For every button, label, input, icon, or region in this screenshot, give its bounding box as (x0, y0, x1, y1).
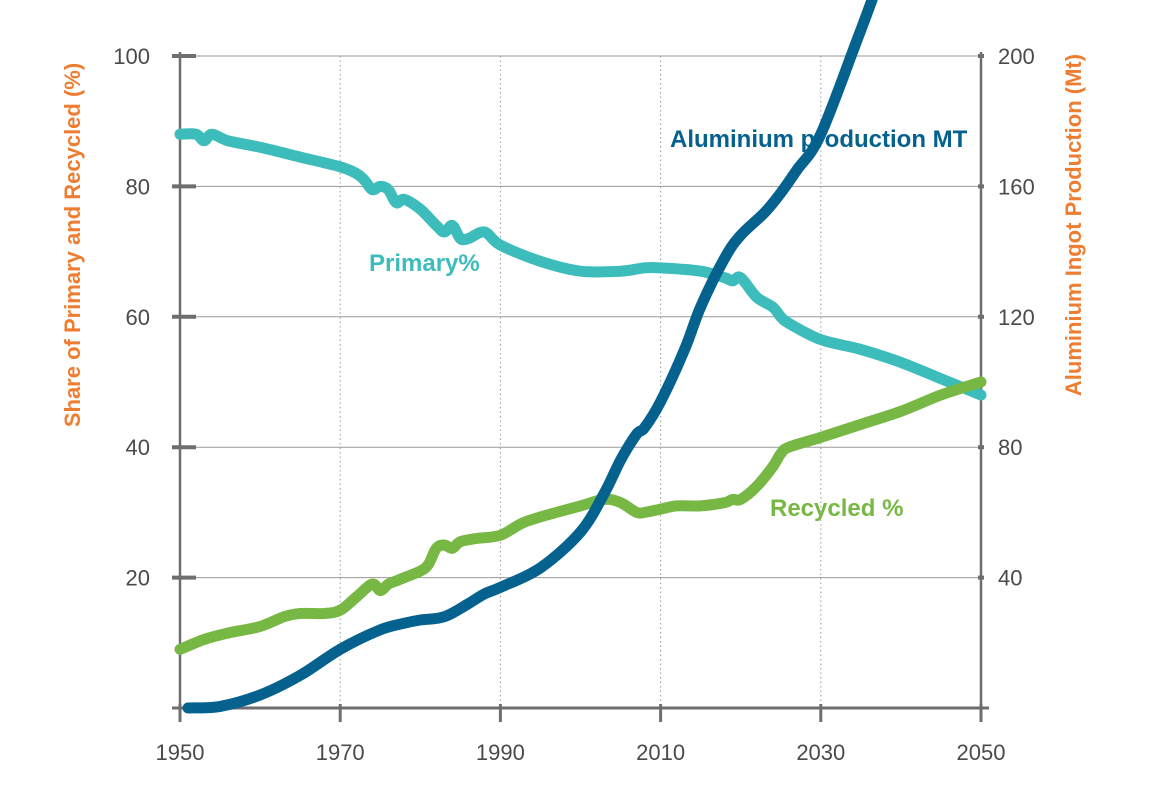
x-tick-label: 2050 (957, 740, 1006, 765)
y-right-tick-label: 40 (998, 566, 1022, 591)
series-lines (174, 0, 987, 714)
tick-labels: 100 80 60 40 20 200 160 120 80 40 1950 1970 1990 2010… (113, 44, 1034, 765)
y-left-tick-label: 20 (126, 566, 150, 591)
aluminium-production-line (182, 0, 878, 714)
y-axis-left-title: Share of Primary and Recycled (%) (60, 63, 85, 427)
axes (172, 52, 989, 722)
series-label-aluminium: Aluminium production MT (670, 126, 968, 153)
recycled-share-line (174, 376, 987, 655)
x-tick-label: 2010 (636, 740, 685, 765)
series-label-recycled: Recycled % (770, 495, 903, 522)
y-left-tick-label: 80 (126, 174, 150, 199)
y-right-tick-label: 80 (998, 435, 1022, 460)
series-label-primary: Primary% (369, 250, 480, 277)
y-axis-right-title: Aluminium Ingot Production (Mt) (1061, 54, 1086, 396)
y-left-tick-label: 60 (126, 305, 150, 330)
y-left-tick-label: 100 (113, 44, 150, 69)
y-right-tick-label: 200 (998, 44, 1035, 69)
primary-share-line (174, 128, 987, 401)
x-tick-label: 2030 (796, 740, 845, 765)
y-right-tick-label: 160 (998, 174, 1035, 199)
x-tick-label: 1970 (316, 740, 365, 765)
x-tick-label: 1950 (156, 740, 205, 765)
y-right-tick-label: 120 (998, 305, 1035, 330)
x-tick-label: 1990 (476, 740, 525, 765)
y-left-tick-label: 40 (126, 435, 150, 460)
